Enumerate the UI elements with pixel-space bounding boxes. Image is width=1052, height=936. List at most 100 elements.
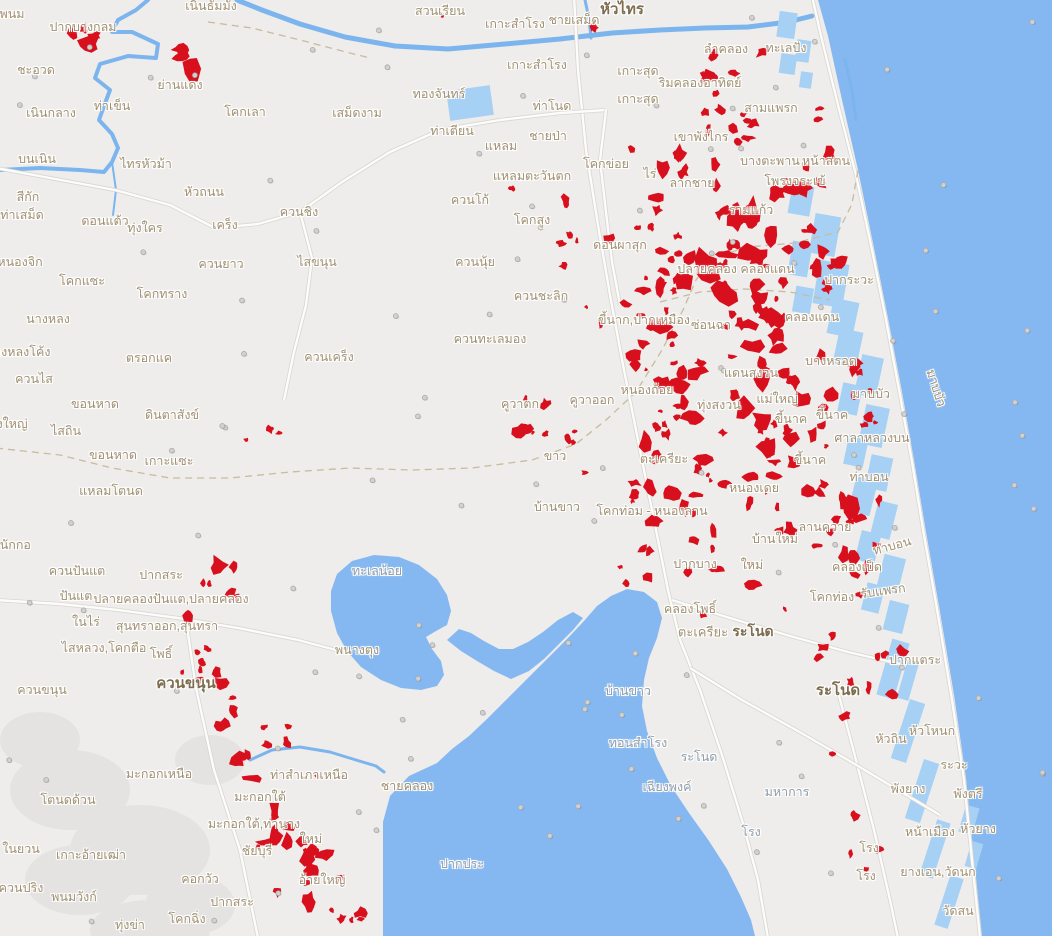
hotspot-polygon [644,367,649,372]
canal [234,0,815,52]
hotspot-polygon [717,205,732,215]
hotspot-polygon [764,488,769,495]
hotspot-polygon [651,449,663,463]
hotspot-polygon [652,318,674,335]
hotspot-polygon [661,428,671,441]
hotspot-polygon [822,145,836,164]
poi-marker [1024,327,1031,334]
aquaculture-pond [812,259,850,309]
hotspot-polygon [767,327,784,346]
hotspot-polygon [694,358,707,368]
hotspot-polygon [650,460,659,465]
hotspot-polygon [709,478,713,483]
hotspot-polygon [356,917,365,922]
hotspot-polygon [440,14,444,18]
hotspot-polygon [708,565,725,573]
hotspot-polygon [867,388,873,395]
hotspot-polygon [636,313,646,319]
hotspot-polygon [644,275,648,281]
hotspot-polygon [633,286,652,296]
hotspot-polygon [736,395,756,420]
hotspot-polygon [206,579,212,587]
aquaculture-pond [832,327,864,369]
hotspot-polygon [570,439,577,446]
hotspot-polygon [705,472,710,478]
hotspot-polygon [744,579,763,590]
hotspot-polygon [762,263,771,270]
hotspot-polygon [700,107,710,116]
aquaculture-pond [869,500,899,540]
poi-marker [975,695,982,701]
aquaculture-pond [837,382,863,416]
hotspot-polygon [778,277,788,285]
hotspot-polygon [864,435,873,442]
poi-marker [700,802,707,809]
aquaculture-pond [854,530,882,564]
hotspot-polygon [541,430,549,437]
hotspot-polygon [753,365,771,393]
hotspot-polygon [629,358,641,373]
hotspot-polygon [700,74,708,85]
hotspot-polygon [314,849,335,861]
hotspot-polygon [872,541,881,552]
hotspot-polygon [787,455,803,469]
poi-marker [415,413,421,420]
poi-marker [173,688,180,694]
hotspot-polygon [847,550,861,566]
hotspot-polygon [241,774,262,783]
hotspot-polygon [280,821,296,831]
hotspot-polygon [540,397,552,411]
hotspot-polygon [826,527,836,537]
poi-marker [884,66,890,73]
hotspot-polygon [742,117,752,124]
poi-marker [891,524,898,531]
sea [818,0,1052,936]
poi-marker [376,27,382,34]
poi-marker [415,675,421,682]
hotspot-polygon [336,913,347,924]
hotspot-polygon [802,160,810,172]
poi-marker [565,640,572,646]
hotspot-polygon [835,255,848,269]
poi-marker [1030,505,1037,512]
hotspot-polygon [812,486,826,497]
poi-marker [720,367,727,374]
hotspot-polygon [675,273,693,291]
hotspot-polygon [589,23,595,32]
hotspot-polygon [657,267,670,276]
hotspot-polygon [644,514,661,527]
hotspot-polygon [194,649,201,656]
aquaculture-pond [791,285,815,315]
poi-marker [940,182,947,188]
hotspot-polygon [821,278,833,289]
hotspot-polygon [667,255,675,264]
hotspot-polygon [863,411,874,423]
poi-marker [707,146,714,152]
poi-marker [800,142,807,149]
poi-marker [798,773,805,780]
poi-marker [31,73,38,80]
poi-marker [675,815,682,822]
poi-marker [738,145,744,152]
hotspot-polygon [865,681,872,695]
hotspot-polygon [801,229,808,233]
hotspot-polygon [728,122,739,134]
hotspot-polygon [663,485,682,501]
hotspot-polygon [560,193,570,209]
poi-marker [476,150,482,157]
hotspot-polygon [645,318,660,332]
hotspot-polygon [353,906,368,918]
hotspot-polygon [712,177,721,193]
poi-marker [832,541,838,548]
hotspot-polygon [783,521,798,537]
aquaculture-pond [904,759,940,823]
poi-marker [80,607,87,614]
hotspot-polygon [627,479,642,487]
hotspot-polygon [657,409,663,414]
poi-marker [698,469,705,476]
poi-marker [619,712,625,718]
hotspot-polygon [813,653,825,663]
poi-marker [875,624,882,631]
poi-marker [866,591,872,598]
